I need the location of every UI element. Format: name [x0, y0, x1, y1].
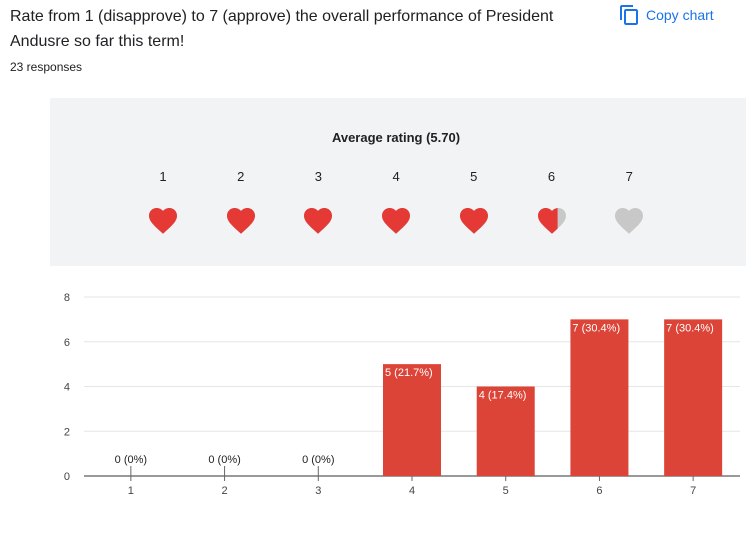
- x-tick-label: 1: [128, 485, 134, 497]
- heart-icon: [615, 208, 644, 234]
- bar-data-label: 7 (30.4%): [666, 322, 714, 334]
- y-tick-label: 6: [64, 337, 70, 349]
- copy-chart-button[interactable]: Copy chart: [620, 3, 714, 27]
- x-tick-label: 2: [222, 485, 228, 497]
- response-count: 23 responses: [10, 60, 83, 74]
- bar-data-label: 5 (21.7%): [385, 367, 433, 379]
- y-tick-label: 4: [64, 382, 70, 394]
- rating-number: 3: [314, 169, 322, 184]
- heart-icon: [149, 208, 177, 234]
- rating-number: 1: [159, 169, 167, 184]
- bar-data-label: 0 (0%): [302, 454, 334, 466]
- bar-data-label: 4 (17.4%): [479, 390, 527, 402]
- rating-number: 5: [470, 169, 478, 184]
- bar: [664, 319, 723, 476]
- heart-icon: [382, 208, 411, 234]
- y-tick-label: 2: [64, 426, 70, 438]
- heart-icon: [226, 208, 255, 234]
- bar-data-label: 7 (30.4%): [572, 322, 620, 334]
- bar-data-label: 0 (0%): [208, 454, 240, 466]
- copy-chart-label: Copy chart: [646, 7, 714, 23]
- y-tick-label: 8: [64, 292, 70, 304]
- bar-chart: 0 2 4 6 8 0 (0%) 1 0 (0%) 2 0 (0%) 3 5 (21.7%) 4 4 (1…: [64, 292, 740, 497]
- x-tick-label: 4: [409, 485, 415, 497]
- bar: [383, 364, 441, 476]
- average-rating-label: Average rating (5.70): [331, 130, 461, 145]
- y-tick-label: 0: [64, 471, 70, 483]
- x-tick-label: 5: [503, 485, 509, 497]
- heart-icon: [537, 208, 566, 234]
- rating-number: 6: [547, 169, 556, 184]
- rating-number: 4: [392, 169, 400, 184]
- rating-number: 7: [625, 169, 633, 184]
- bar-data-label: 0 (0%): [115, 454, 147, 466]
- heart-icon: [304, 208, 333, 234]
- question-title: Rate from 1 (disapprove) to 7 (approve) …: [10, 8, 554, 50]
- x-tick-label: 7: [690, 485, 696, 497]
- bar: [476, 386, 535, 476]
- x-tick-label: 6: [596, 485, 602, 497]
- x-tick-label: 3: [315, 485, 321, 497]
- copy-icon: [620, 5, 638, 25]
- heart-icon: [459, 208, 488, 234]
- rating-number: 2: [237, 169, 245, 184]
- bar: [570, 319, 629, 476]
- rating-panel: Average rating (5.70) 1 2 3 4 5 6 7: [50, 98, 746, 266]
